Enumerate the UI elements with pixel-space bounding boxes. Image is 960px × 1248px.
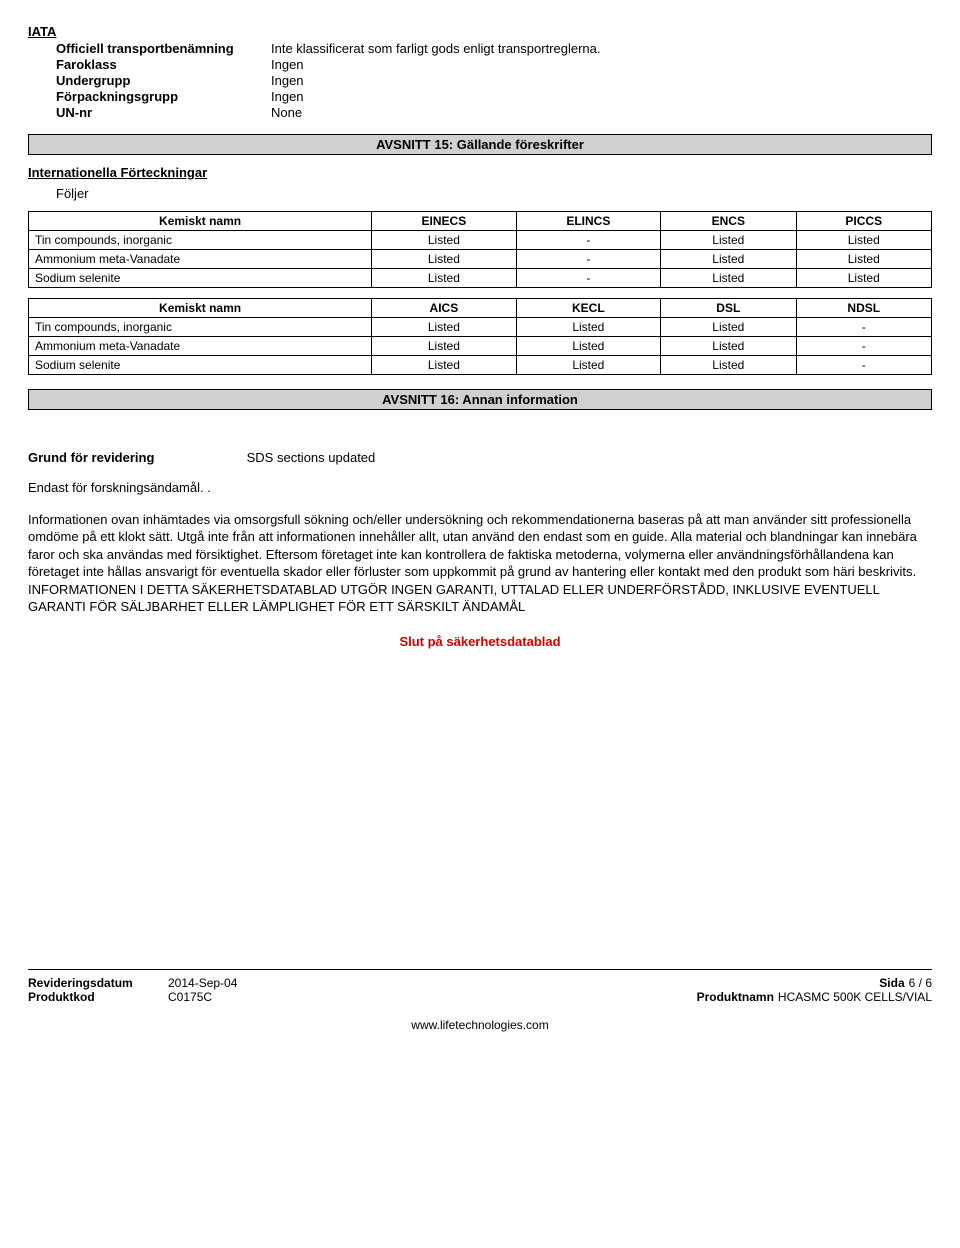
table-cell: Listed: [516, 318, 660, 337]
table-cell: Listed: [372, 356, 516, 375]
table-cell: Tin compounds, inorganic: [29, 231, 372, 250]
footer-divider: [28, 969, 932, 970]
table-row: Sodium seleniteListedListedListed-: [29, 356, 932, 375]
table-cell: Listed: [661, 231, 796, 250]
footer-url: www.lifetechnologies.com: [28, 1018, 932, 1032]
th: AICS: [372, 299, 516, 318]
iata-label: Faroklass: [56, 57, 271, 72]
table-row: Ammonium meta-VanadateListedListedListed…: [29, 337, 932, 356]
table-cell: -: [796, 318, 931, 337]
page-footer: Revideringsdatum 2014-Sep-04 Produktkod …: [28, 976, 932, 1004]
iata-value: Inte klassificerat som farligt gods enli…: [271, 41, 932, 56]
table-header-row: Kemiskt namn AICS KECL DSL NDSL: [29, 299, 932, 318]
th: PICCS: [796, 212, 931, 231]
table-cell: Tin compounds, inorganic: [29, 318, 372, 337]
th: EINECS: [372, 212, 516, 231]
th: ELINCS: [516, 212, 660, 231]
product-code-value: C0175C: [168, 990, 212, 1004]
table-cell: -: [516, 250, 660, 269]
iata-row: Faroklass Ingen: [56, 57, 932, 72]
iata-row: Officiell transportbenämning Inte klassi…: [56, 41, 932, 56]
rev-date-value: 2014-Sep-04: [168, 976, 237, 990]
table-cell: Listed: [372, 318, 516, 337]
table-cell: -: [516, 231, 660, 250]
iata-heading: IATA: [28, 24, 932, 39]
table-cell: Listed: [661, 250, 796, 269]
table-header-row: Kemiskt namn EINECS ELINCS ENCS PICCS: [29, 212, 932, 231]
disclaimer-text: Informationen ovan inhämtades via omsorg…: [28, 511, 932, 616]
revision-reason-label: Grund för revidering: [28, 450, 243, 465]
table-cell: Listed: [661, 318, 796, 337]
footer-right: Sida 6 / 6 Produktnamn HCASMC 500K CELLS…: [697, 976, 932, 1004]
table-cell: -: [796, 356, 931, 375]
section-15-header: AVSNITT 15: Gällande föreskrifter: [28, 134, 932, 155]
page-value: 6 / 6: [909, 976, 932, 990]
iata-value: Ingen: [271, 89, 932, 104]
table-cell: Ammonium meta-Vanadate: [29, 250, 372, 269]
footer-row: Produktkod C0175C: [28, 990, 237, 1004]
th: Kemiskt namn: [29, 299, 372, 318]
footer-row: Revideringsdatum 2014-Sep-04: [28, 976, 237, 990]
table-cell: Listed: [661, 269, 796, 288]
iata-label: Förpackningsgrupp: [56, 89, 271, 104]
footer-row: Produktnamn HCASMC 500K CELLS/VIAL: [697, 990, 932, 1004]
iata-row: Förpackningsgrupp Ingen: [56, 89, 932, 104]
intl-listings-heading: Internationella Förteckningar: [28, 165, 932, 180]
research-only-note: Endast för forskningsändamål. .: [28, 479, 932, 497]
table-cell: Listed: [796, 250, 931, 269]
product-code-label: Produktkod: [28, 990, 168, 1004]
table-cell: Listed: [372, 250, 516, 269]
iata-label: Undergrupp: [56, 73, 271, 88]
table-cell: Listed: [372, 269, 516, 288]
rev-date-label: Revideringsdatum: [28, 976, 168, 990]
table-cell: Listed: [372, 231, 516, 250]
product-name-value: HCASMC 500K CELLS/VIAL: [778, 990, 932, 1004]
table-row: Tin compounds, inorganicListedListedList…: [29, 318, 932, 337]
table-cell: Sodium selenite: [29, 269, 372, 288]
table-cell: Listed: [661, 356, 796, 375]
table-cell: Sodium selenite: [29, 356, 372, 375]
table-cell: Listed: [516, 337, 660, 356]
inventory-table-1: Kemiskt namn EINECS ELINCS ENCS PICCS Ti…: [28, 211, 932, 288]
table-row: Ammonium meta-VanadateListed-ListedListe…: [29, 250, 932, 269]
follows-label: Följer: [56, 186, 932, 201]
th: KECL: [516, 299, 660, 318]
iata-label: Officiell transportbenämning: [56, 41, 271, 56]
revision-row: Grund för revidering SDS sections update…: [28, 450, 932, 465]
table-cell: Listed: [516, 356, 660, 375]
table-cell: Listed: [372, 337, 516, 356]
iata-value: Ingen: [271, 57, 932, 72]
table-cell: Listed: [661, 337, 796, 356]
table-row: Tin compounds, inorganicListed-ListedLis…: [29, 231, 932, 250]
iata-value: None: [271, 105, 932, 120]
table-cell: Ammonium meta-Vanadate: [29, 337, 372, 356]
product-name-label: Produktnamn: [697, 990, 774, 1004]
disclaimer-para: Informationen ovan inhämtades via omsorg…: [28, 512, 917, 580]
iata-row: Undergrupp Ingen: [56, 73, 932, 88]
th: DSL: [661, 299, 796, 318]
footer-row: Sida 6 / 6: [697, 976, 932, 990]
inventory-table-2: Kemiskt namn AICS KECL DSL NDSL Tin comp…: [28, 298, 932, 375]
th: ENCS: [661, 212, 796, 231]
warranty-para: INFORMATIONEN I DETTA SÄKERHETSDATABLAD …: [28, 582, 879, 615]
table-row: Sodium seleniteListed-ListedListed: [29, 269, 932, 288]
table-cell: -: [796, 337, 931, 356]
th: Kemiskt namn: [29, 212, 372, 231]
iata-value: Ingen: [271, 73, 932, 88]
section-16-header: AVSNITT 16: Annan information: [28, 389, 932, 410]
iata-block: Officiell transportbenämning Inte klassi…: [28, 41, 932, 120]
footer-left: Revideringsdatum 2014-Sep-04 Produktkod …: [28, 976, 237, 1004]
th: NDSL: [796, 299, 931, 318]
table-cell: -: [516, 269, 660, 288]
end-of-sds: Slut på säkerhetsdatablad: [28, 634, 932, 649]
iata-label: UN-nr: [56, 105, 271, 120]
page-label: Sida: [879, 976, 904, 990]
iata-row: UN-nr None: [56, 105, 932, 120]
table-cell: Listed: [796, 231, 931, 250]
table-cell: Listed: [796, 269, 931, 288]
revision-reason-value: SDS sections updated: [247, 450, 376, 465]
